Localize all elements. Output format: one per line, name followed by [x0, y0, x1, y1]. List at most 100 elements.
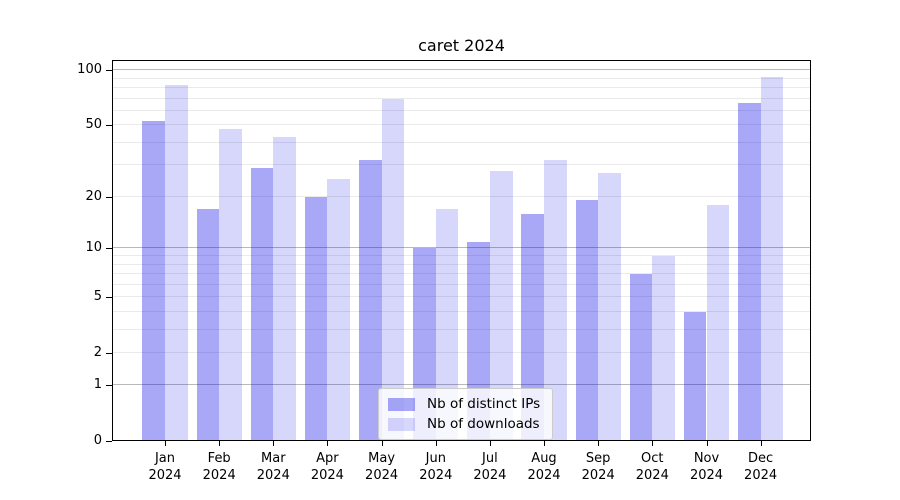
legend-swatch-icon — [388, 417, 415, 431]
legend-entry-downloads: Nb of downloads — [388, 416, 540, 432]
gridline-y-20 — [112, 195, 811, 197]
x-tick-jun — [435, 441, 437, 446]
x-tick-label-mar: Mar 2024 — [243, 450, 303, 484]
legend-swatch-icon — [388, 397, 415, 411]
bar-ips-apr — [304, 196, 328, 441]
bar-downloads-aug — [544, 160, 567, 441]
bar-downloads-oct — [652, 256, 675, 441]
bar-ips-nov — [683, 311, 707, 441]
x-tick-label-month: Aug — [531, 451, 557, 466]
y-tick-5 — [106, 297, 112, 299]
x-tick-jul — [489, 441, 491, 446]
gridline-y-3 — [112, 328, 811, 330]
gridline-y-90 — [112, 77, 811, 79]
bar-downloads-may — [381, 98, 405, 441]
y-tick-label-50: 50 — [85, 117, 102, 133]
x-tick-label-month: Nov — [693, 451, 720, 466]
x-tick-label-month: Sep — [585, 451, 611, 466]
bar-ips-mar — [250, 167, 274, 441]
x-tick-label-year: 2024 — [419, 468, 453, 483]
x-tick-label-jul: Jul 2024 — [460, 450, 520, 484]
x-tick-label-month: Mar — [261, 451, 286, 466]
x-tick-label-nov: Nov 2024 — [677, 450, 737, 484]
x-tick-label-jun: Jun 2024 — [406, 450, 466, 484]
y-tick-label-1: 1 — [93, 377, 102, 393]
x-tick-apr — [327, 441, 329, 446]
x-tick-label-year: 2024 — [365, 468, 399, 483]
legend-label: Nb of downloads — [427, 416, 540, 432]
bar-ips-oct — [629, 274, 653, 441]
gridline-y-1 — [112, 384, 811, 386]
x-tick-label-month: Jul — [482, 451, 498, 466]
y-tick-label-100: 100 — [77, 62, 102, 78]
bar-downloads-nov — [706, 204, 730, 441]
y-tick-10 — [106, 248, 112, 250]
x-tick-label-dec: Dec 2024 — [731, 450, 791, 484]
gridline-y-4 — [112, 310, 811, 312]
y-tick-label-0: 0 — [93, 433, 102, 448]
bar-ips-feb — [196, 208, 220, 441]
gridline-y-7 — [112, 273, 811, 274]
y-tick-label-5: 5 — [93, 289, 102, 305]
gridline-y-6 — [112, 283, 811, 285]
legend-entry-ips: Nb of distinct IPs — [388, 396, 540, 412]
bar-ips-may — [358, 160, 382, 441]
bar-downloads-dec — [760, 77, 784, 441]
x-tick-label-month: Jan — [154, 451, 176, 466]
x-tick-label-year: 2024 — [744, 468, 778, 483]
x-tick-label-year: 2024 — [527, 468, 561, 483]
x-tick-feb — [219, 441, 221, 446]
bar-downloads-feb — [219, 128, 242, 441]
x-tick-label-year: 2024 — [473, 468, 507, 483]
x-tick-label-feb: Feb 2024 — [189, 450, 249, 484]
x-tick-may — [381, 441, 383, 446]
x-tick-label-oct: Oct 2024 — [622, 450, 682, 484]
x-tick-nov — [706, 441, 708, 446]
gridline-y-2 — [112, 351, 811, 353]
x-tick-label-year: 2024 — [256, 468, 290, 483]
bar-downloads-jun — [435, 208, 459, 441]
bar-downloads-sep — [598, 173, 621, 441]
gridline-y-50 — [112, 124, 811, 126]
gridline-y-5 — [112, 296, 811, 298]
legend-label: Nb of distinct IPs — [427, 396, 541, 412]
x-tick-label-year: 2024 — [689, 468, 724, 483]
y-tick-100 — [106, 70, 112, 72]
x-tick-label-sep: Sep 2024 — [568, 450, 628, 484]
x-tick-mar — [273, 441, 275, 446]
x-tick-label-year: 2024 — [635, 468, 669, 483]
x-tick-label-month: Dec — [748, 451, 774, 466]
x-tick-label-jan: Jan 2024 — [135, 450, 195, 484]
gridline-y-9 — [112, 255, 811, 257]
x-tick-label-year: 2024 — [148, 468, 182, 483]
bar-ips-sep — [575, 200, 599, 441]
x-tick-label-year: 2024 — [581, 468, 615, 483]
x-tick-jan — [165, 441, 166, 446]
gridline-y-70 — [112, 97, 811, 99]
y-tick-20 — [106, 196, 112, 198]
bar-downloads-jan — [165, 85, 188, 441]
gridline-y-40 — [112, 141, 811, 143]
bar-ips-dec — [737, 103, 761, 441]
bar-ips-jan — [142, 120, 165, 441]
bar-downloads-mar — [273, 137, 296, 441]
x-tick-label-month: Apr — [316, 451, 339, 466]
gridline-y-10 — [112, 247, 811, 249]
gridline-y-30 — [112, 164, 811, 166]
gridline-y-80 — [112, 87, 811, 89]
bar-downloads-jul — [489, 170, 513, 441]
x-tick-label-month: Jun — [425, 451, 446, 466]
x-tick-sep — [598, 441, 600, 446]
x-tick-label-may: May 2024 — [352, 450, 412, 484]
x-tick-oct — [652, 441, 654, 446]
y-tick-50 — [106, 125, 112, 127]
y-tick-label-10: 10 — [85, 240, 102, 256]
x-tick-aug — [544, 441, 545, 446]
y-tick-0 — [106, 441, 112, 442]
x-tick-label-aug: Aug 2024 — [514, 450, 574, 484]
y-tick-1 — [106, 385, 112, 387]
y-tick-2 — [106, 352, 112, 354]
bar-ips-aug — [521, 213, 545, 441]
gridline-y-60 — [112, 109, 811, 111]
